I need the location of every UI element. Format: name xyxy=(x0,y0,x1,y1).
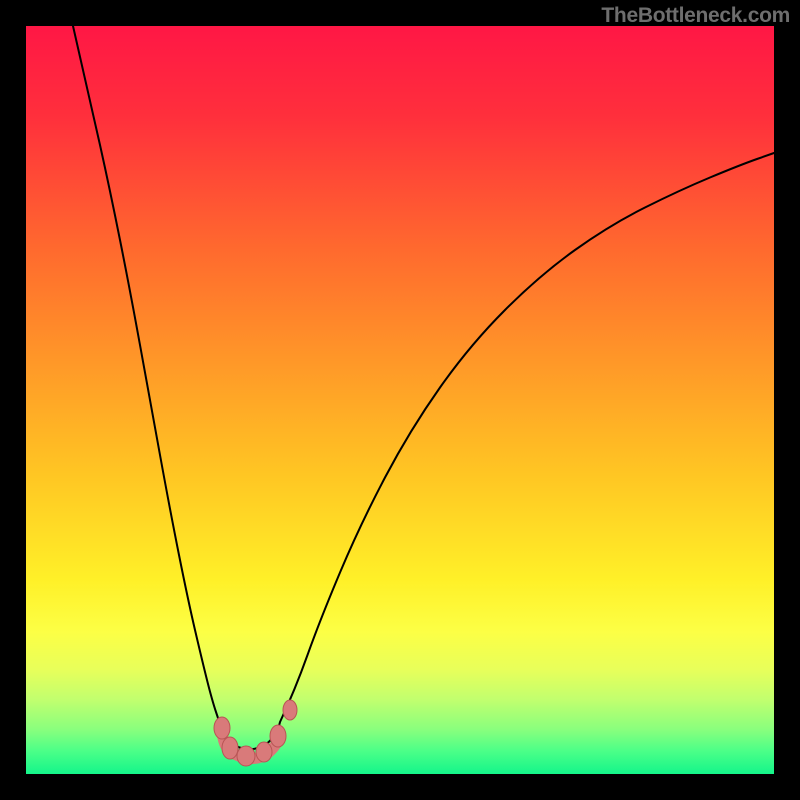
cluster-dot xyxy=(283,700,297,720)
cluster-dot xyxy=(237,746,255,766)
gradient-background xyxy=(26,26,774,774)
cluster-dot xyxy=(270,725,286,747)
bottleneck-chart xyxy=(0,0,800,800)
attribution-label: TheBottleneck.com xyxy=(601,4,790,28)
cluster-dot xyxy=(222,737,238,759)
cluster-dot xyxy=(214,717,230,739)
cluster-dot xyxy=(256,742,272,762)
